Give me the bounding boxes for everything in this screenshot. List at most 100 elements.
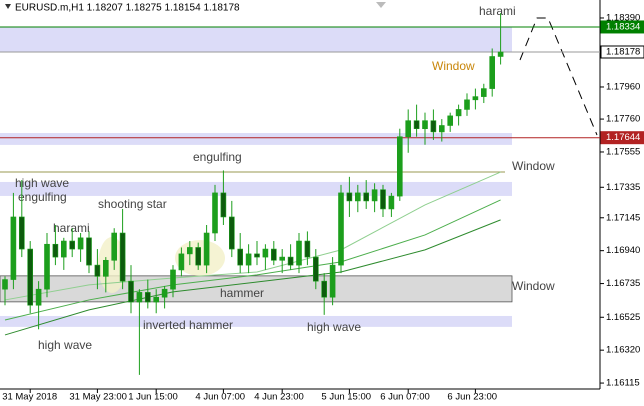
annotation: engulfing bbox=[18, 190, 67, 204]
candle-body bbox=[438, 125, 445, 133]
annotation: high wave bbox=[38, 338, 92, 352]
candle-body bbox=[413, 120, 420, 130]
price-label: 1.18178 bbox=[606, 47, 640, 58]
candle-body bbox=[346, 192, 353, 202]
candle-body bbox=[489, 56, 496, 89]
candle-body bbox=[245, 253, 252, 266]
candle-body bbox=[69, 240, 75, 250]
zone bbox=[0, 181, 512, 196]
candle-body bbox=[354, 192, 361, 202]
candle-body bbox=[480, 88, 487, 97]
y-tick-label: 1.16940 bbox=[606, 245, 640, 256]
candle-body bbox=[279, 256, 286, 261]
moving-average bbox=[4, 199, 501, 321]
y-tick-label: 1.17555 bbox=[606, 146, 640, 157]
candle-body bbox=[447, 115, 454, 126]
y-tick-label: 1.16735 bbox=[606, 278, 640, 289]
candle-body bbox=[396, 136, 403, 197]
candle-body bbox=[94, 264, 101, 277]
candle-body bbox=[405, 120, 412, 138]
zone bbox=[0, 315, 512, 327]
y-tick-label: 1.17145 bbox=[606, 212, 640, 223]
annotation: shooting star bbox=[98, 197, 167, 211]
price-label-box bbox=[600, 20, 644, 34]
candle-body bbox=[422, 120, 428, 130]
candle-body bbox=[10, 216, 17, 280]
candle-body bbox=[430, 120, 437, 133]
annotation: engulfing bbox=[193, 150, 242, 164]
forecast-path bbox=[519, 17, 598, 136]
candle-body bbox=[270, 248, 277, 261]
candle-body bbox=[312, 256, 319, 282]
price-label-box bbox=[600, 131, 644, 145]
candle-body bbox=[237, 248, 243, 266]
candle-body bbox=[262, 248, 269, 258]
candle-body bbox=[170, 269, 176, 290]
y-tick-label: 1.17335 bbox=[606, 182, 640, 193]
candle-body bbox=[153, 296, 159, 303]
candle-body bbox=[27, 248, 34, 306]
zone bbox=[0, 26, 512, 52]
zone bbox=[0, 133, 512, 145]
candle-body bbox=[304, 240, 311, 258]
pattern-highlight bbox=[98, 237, 126, 293]
annotation: high wave bbox=[15, 176, 69, 190]
annotation: harami bbox=[479, 4, 516, 18]
symbol-marker bbox=[5, 4, 11, 9]
annotation: inverted hammer bbox=[143, 318, 233, 332]
price-label: 1.17644 bbox=[606, 132, 640, 143]
candle-body bbox=[287, 256, 294, 266]
annotation: harami bbox=[53, 221, 90, 235]
y-tick-label: 1.18390 bbox=[606, 12, 640, 23]
x-tick-label: 1 Jun 15:00 bbox=[128, 392, 178, 403]
annotation: Window bbox=[512, 159, 555, 173]
y-tick-label: 1.16115 bbox=[606, 378, 640, 389]
candle-body bbox=[52, 243, 59, 258]
scroll-marker bbox=[376, 2, 386, 8]
candle-body bbox=[455, 109, 462, 117]
candle-body bbox=[18, 216, 25, 250]
candle-body bbox=[119, 232, 126, 282]
candle-body bbox=[203, 232, 210, 266]
candle-body bbox=[60, 240, 67, 258]
annotation: Window bbox=[432, 59, 475, 73]
x-tick-label: 31 May 2018 bbox=[2, 392, 57, 403]
zone bbox=[0, 275, 513, 303]
annotation: high wave bbox=[307, 320, 361, 334]
candle-body bbox=[229, 216, 235, 250]
candle-body bbox=[371, 189, 378, 202]
candle-body bbox=[363, 192, 370, 202]
candle-body bbox=[195, 247, 201, 266]
candle-body bbox=[44, 243, 50, 290]
candle-body bbox=[145, 292, 151, 303]
candle-body bbox=[111, 232, 117, 261]
candle-body bbox=[464, 99, 470, 110]
candle-body bbox=[161, 288, 168, 298]
candle-body bbox=[380, 189, 386, 210]
candle-body bbox=[35, 288, 42, 306]
moving-average bbox=[4, 171, 501, 301]
x-tick-label: 4 Jun 07:00 bbox=[195, 392, 245, 403]
annotation: hammer bbox=[220, 286, 264, 300]
candle-body bbox=[212, 192, 218, 234]
candle-body bbox=[296, 240, 302, 266]
x-tick-label: 6 Jun 07:00 bbox=[380, 392, 430, 403]
candle-body bbox=[136, 292, 143, 303]
candle-body bbox=[187, 247, 193, 255]
price-label: 1.18334 bbox=[606, 21, 640, 32]
candle-body bbox=[472, 96, 479, 101]
candle-body bbox=[128, 280, 134, 303]
candle-body bbox=[254, 253, 260, 258]
y-tick-label: 1.17760 bbox=[606, 114, 640, 125]
x-tick-label: 31 May 23:00 bbox=[69, 392, 127, 403]
candle-body bbox=[77, 237, 84, 250]
candle-body bbox=[103, 259, 109, 277]
candle-body bbox=[178, 253, 185, 271]
candle-body bbox=[329, 264, 336, 298]
x-tick-label: 5 Jun 15:00 bbox=[321, 392, 371, 403]
moving-average bbox=[4, 219, 501, 336]
y-tick-label: 1.16320 bbox=[606, 345, 640, 356]
price-label-box bbox=[600, 45, 644, 59]
